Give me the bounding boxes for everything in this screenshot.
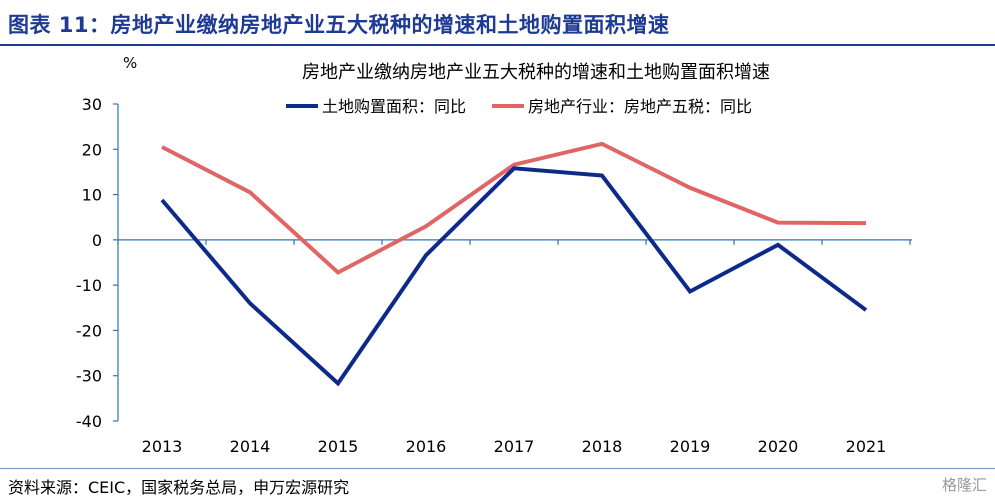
- footer-divider: [0, 468, 995, 469]
- y-tick-label: 20: [82, 140, 102, 159]
- x-tick-label: 2015: [318, 437, 359, 456]
- x-tick-label: 2017: [494, 437, 535, 456]
- x-tick-label: 2021: [846, 437, 887, 456]
- series-line-land-area: [160, 166, 868, 387]
- y-tick-label: 10: [82, 186, 102, 205]
- x-tick-label: 2014: [230, 437, 271, 456]
- x-tick-label: 2013: [142, 437, 183, 456]
- tick-labels: 30 20 10 0 -10 -20 -30 -40 2013 2014 2015 2016 2017 2…: [76, 95, 887, 456]
- x-tick-label: 2016: [406, 437, 447, 456]
- y-tick-label: -20: [76, 321, 102, 340]
- source-note: 资料来源：CEIC，国家税务总局，申万宏源研究: [8, 478, 350, 497]
- line-chart: 房地产业缴纳房地产业五大税种的增速和土地购置面积增速 % 土地购置面积：同比 房…: [76, 54, 912, 456]
- y-axis-unit: %: [123, 54, 137, 72]
- y-tick-label: 0: [92, 231, 102, 250]
- series-layer: [160, 141, 868, 387]
- y-tick-label: 30: [82, 95, 102, 114]
- y-tick-label: -40: [76, 412, 102, 431]
- legend-label-tax: 房地产行业：房地产五税：同比: [528, 97, 752, 116]
- y-tick-label: -10: [76, 276, 102, 295]
- axes: [113, 103, 912, 422]
- title-divider: [0, 44, 995, 46]
- chart-title: 房地产业缴纳房地产业五大税种的增速和土地购置面积增速: [302, 62, 770, 83]
- y-tick-label: -30: [76, 367, 102, 386]
- legend: 土地购置面积：同比 房地产行业：房地产五税：同比: [286, 97, 752, 116]
- x-tick-label: 2020: [758, 437, 799, 456]
- watermark-logo: 格隆汇: [941, 476, 987, 494]
- x-tick-label: 2019: [670, 437, 711, 456]
- x-tick-label: 2018: [582, 437, 623, 456]
- figure-title: 图表 11：房地产业缴纳房地产业五大税种的增速和土地购置面积增速: [8, 13, 670, 37]
- legend-label-land: 土地购置面积：同比: [322, 97, 466, 116]
